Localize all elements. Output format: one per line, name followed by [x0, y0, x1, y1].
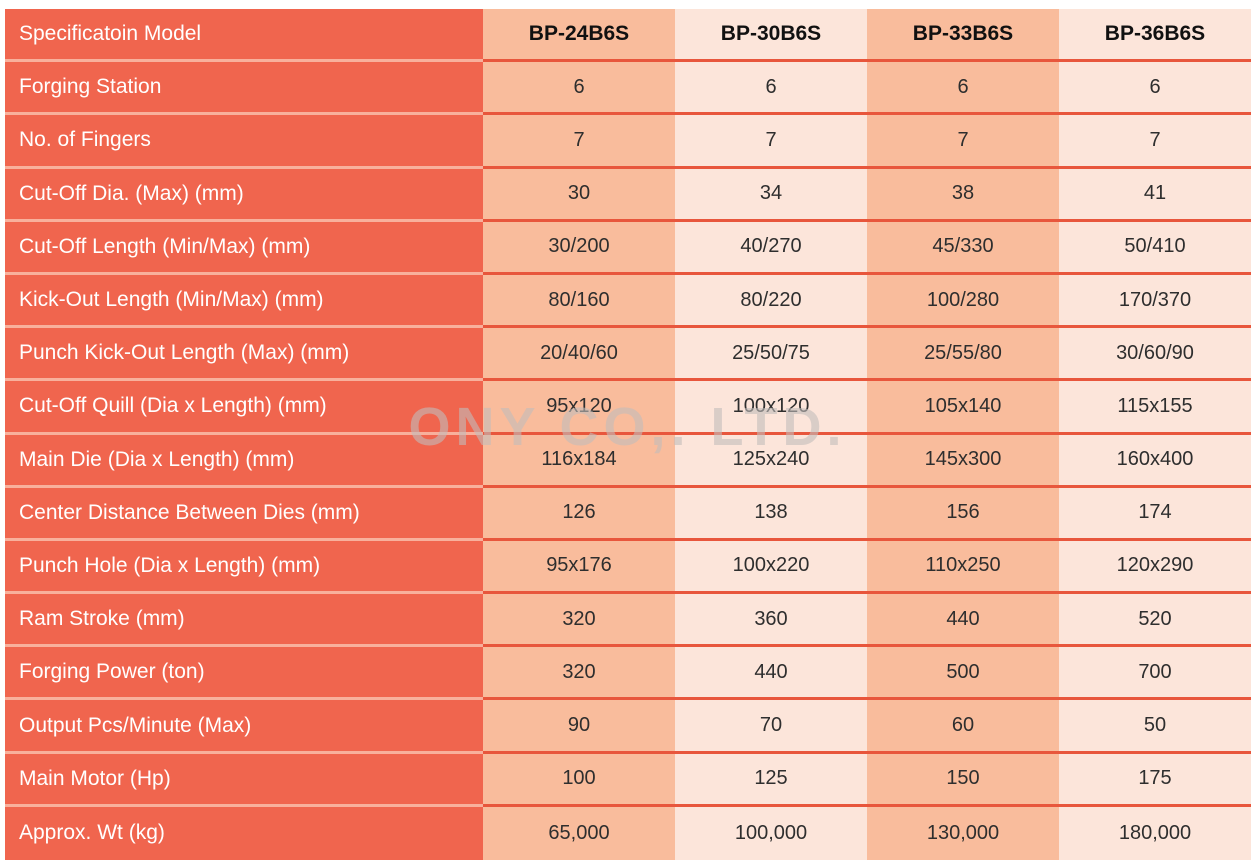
row-label: Cut-Off Length (Min/Max) (mm)	[5, 221, 483, 275]
row-label: Cut-Off Dia. (Max) (mm)	[5, 168, 483, 222]
cell-value: 6	[483, 62, 675, 116]
cell-value: 175	[1059, 753, 1251, 807]
cell-value: 100x120	[675, 381, 867, 435]
cell-value: 100x220	[675, 540, 867, 595]
table-row: Cut-Off Quill (Dia x Length) (mm) 95x120…	[5, 381, 1251, 435]
cell-value: 105x140	[867, 381, 1059, 435]
cell-value: 174	[1059, 487, 1251, 541]
cell-value: 50	[1059, 700, 1251, 754]
row-label: Approx. Wt (kg)	[5, 806, 483, 860]
cell-value: 45/330	[867, 221, 1059, 275]
table-row: Main Motor (Hp) 100 125 150 175	[5, 753, 1251, 807]
cell-value: 170/370	[1059, 274, 1251, 329]
cell-value: 7	[675, 115, 867, 169]
cell-value: 125x240	[675, 434, 867, 488]
table-row: Approx. Wt (kg) 65,000 100,000 130,000 1…	[5, 806, 1251, 860]
cell-value: 20/40/60	[483, 328, 675, 382]
table-row: Forging Station 6 6 6 6	[5, 62, 1251, 116]
cell-value: 80/160	[483, 274, 675, 329]
header-model-bp-30b6s: BP-30B6S	[675, 9, 867, 63]
table-row: Output Pcs/Minute (Max) 90 70 60 50	[5, 700, 1251, 754]
cell-value: 7	[483, 115, 675, 169]
cell-value: 440	[867, 594, 1059, 648]
row-label: Kick-Out Length (Min/Max) (mm)	[5, 274, 483, 329]
table-body: Forging Station 6 6 6 6 No. of Fingers 7…	[5, 62, 1251, 860]
cell-value: 60	[867, 700, 1059, 754]
table-row: Forging Power (ton) 320 440 500 700	[5, 647, 1251, 701]
cell-value: 38	[867, 168, 1059, 222]
cell-value: 145x300	[867, 434, 1059, 488]
table-row: Cut-Off Length (Min/Max) (mm) 30/200 40/…	[5, 221, 1251, 275]
cell-value: 95x120	[483, 381, 675, 435]
cell-value: 520	[1059, 594, 1251, 648]
cell-value: 320	[483, 594, 675, 648]
row-label: Main Motor (Hp)	[5, 753, 483, 807]
cell-value: 41	[1059, 168, 1251, 222]
cell-value: 700	[1059, 647, 1251, 701]
table-row: Main Die (Dia x Length) (mm) 116x184 125…	[5, 434, 1251, 488]
cell-value: 100	[483, 753, 675, 807]
row-label: Cut-Off Quill (Dia x Length) (mm)	[5, 381, 483, 435]
cell-value: 156	[867, 487, 1059, 541]
cell-value: 7	[867, 115, 1059, 169]
row-label: Ram Stroke (mm)	[5, 594, 483, 648]
cell-value: 34	[675, 168, 867, 222]
table-row: No. of Fingers 7 7 7 7	[5, 115, 1251, 169]
cell-value: 30/200	[483, 221, 675, 275]
cell-value: 500	[867, 647, 1059, 701]
cell-value: 360	[675, 594, 867, 648]
table-header-row: Specificatoin Model BP-24B6S BP-30B6S BP…	[5, 9, 1251, 63]
header-model-bp-24b6s: BP-24B6S	[483, 9, 675, 63]
cell-value: 320	[483, 647, 675, 701]
row-label: Forging Station	[5, 62, 483, 116]
cell-value: 125	[675, 753, 867, 807]
cell-value: 90	[483, 700, 675, 754]
cell-value: 440	[675, 647, 867, 701]
row-label: Center Distance Between Dies (mm)	[5, 487, 483, 541]
cell-value: 30/60/90	[1059, 328, 1251, 382]
cell-value: 180,000	[1059, 806, 1251, 860]
cell-value: 6	[867, 62, 1059, 116]
spec-table: Specificatoin Model BP-24B6S BP-30B6S BP…	[5, 9, 1251, 860]
row-label: Forging Power (ton)	[5, 647, 483, 701]
cell-value: 138	[675, 487, 867, 541]
table-row: Punch Hole (Dia x Length) (mm) 95x176 10…	[5, 540, 1251, 595]
cell-value: 7	[1059, 115, 1251, 169]
cell-value: 160x400	[1059, 434, 1251, 488]
table-row: Punch Kick-Out Length (Max) (mm) 20/40/6…	[5, 328, 1251, 382]
row-label: Punch Hole (Dia x Length) (mm)	[5, 540, 483, 595]
cell-value: 70	[675, 700, 867, 754]
table-row: Kick-Out Length (Min/Max) (mm) 80/160 80…	[5, 274, 1251, 329]
cell-value: 116x184	[483, 434, 675, 488]
cell-value: 120x290	[1059, 540, 1251, 595]
cell-value: 150	[867, 753, 1059, 807]
cell-value: 25/50/75	[675, 328, 867, 382]
cell-value: 80/220	[675, 274, 867, 329]
table-row: Cut-Off Dia. (Max) (mm) 30 34 38 41	[5, 168, 1251, 222]
header-model-bp-33b6s: BP-33B6S	[867, 9, 1059, 63]
cell-value: 100,000	[675, 806, 867, 860]
cell-value: 6	[675, 62, 867, 116]
row-label: Main Die (Dia x Length) (mm)	[5, 434, 483, 488]
cell-value: 50/410	[1059, 221, 1251, 275]
cell-value: 110x250	[867, 540, 1059, 595]
row-label: Punch Kick-Out Length (Max) (mm)	[5, 328, 483, 382]
cell-value: 130,000	[867, 806, 1059, 860]
cell-value: 6	[1059, 62, 1251, 116]
table-row: Center Distance Between Dies (mm) 126 13…	[5, 487, 1251, 541]
cell-value: 30	[483, 168, 675, 222]
cell-value: 65,000	[483, 806, 675, 860]
cell-value: 25/55/80	[867, 328, 1059, 382]
cell-value: 100/280	[867, 274, 1059, 329]
header-model-bp-36b6s: BP-36B6S	[1059, 9, 1251, 63]
cell-value: 126	[483, 487, 675, 541]
table-row: Ram Stroke (mm) 320 360 440 520	[5, 594, 1251, 648]
cell-value: 115x155	[1059, 381, 1251, 435]
row-label: Output Pcs/Minute (Max)	[5, 700, 483, 754]
cell-value: 95x176	[483, 540, 675, 595]
header-label: Specificatoin Model	[5, 9, 483, 63]
cell-value: 40/270	[675, 221, 867, 275]
row-label: No. of Fingers	[5, 115, 483, 169]
